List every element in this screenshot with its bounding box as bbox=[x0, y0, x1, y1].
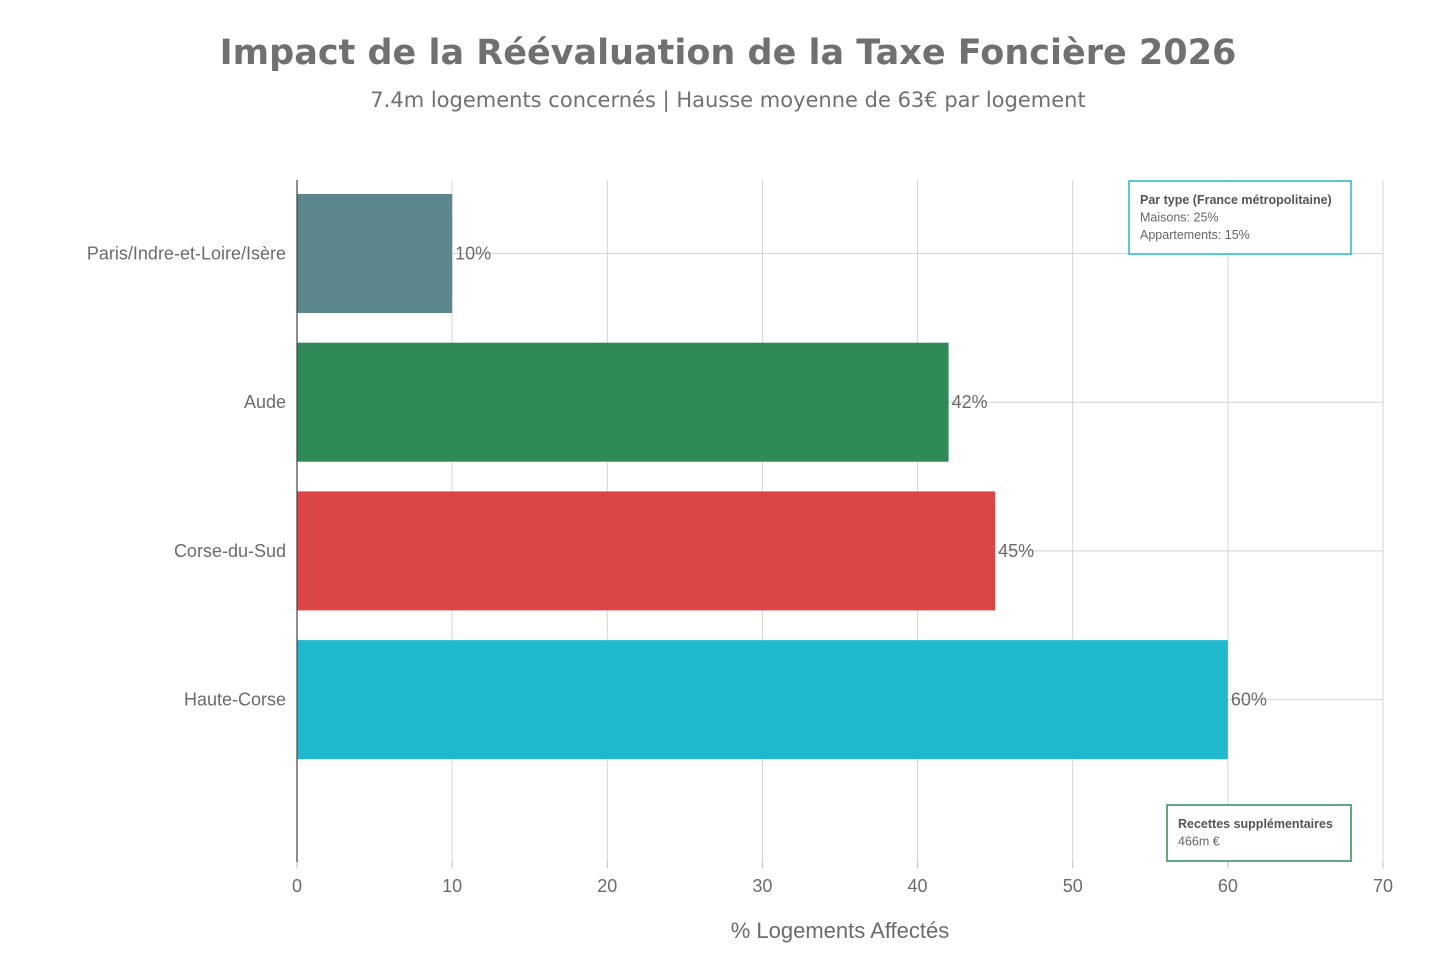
chart-subtitle: 7.4m logements concernés | Hausse moyenn… bbox=[370, 88, 1085, 113]
x-tick-label: 0 bbox=[292, 876, 302, 896]
annotation-box: Par type (France métropolitaine) Maisons:… bbox=[1128, 180, 1352, 255]
bar bbox=[297, 491, 996, 611]
category-label: Corse-du-Sud bbox=[174, 541, 286, 561]
bar-value-label: 10% bbox=[455, 244, 491, 264]
x-tick-label: 20 bbox=[597, 876, 617, 896]
bar-value-label: 45% bbox=[998, 541, 1034, 561]
x-tick-label: 70 bbox=[1373, 876, 1393, 896]
x-tick-label: 50 bbox=[1063, 876, 1083, 896]
bar bbox=[297, 342, 949, 462]
annotation-line: 466m € bbox=[1178, 835, 1220, 849]
bar bbox=[297, 194, 453, 313]
bars: Paris/Indre-et-Loire/Isère 10% Aude 42% Cors… bbox=[87, 194, 1267, 760]
chart-title: Impact de la Réévaluation de la Taxe Fon… bbox=[220, 33, 1237, 73]
x-tick-label: 40 bbox=[908, 876, 928, 896]
annotation-title: Recettes supplémentaires bbox=[1178, 817, 1333, 831]
x-axis-ticks: 0 10 20 30 40 50 60 70 bbox=[292, 862, 1393, 896]
x-tick-label: 10 bbox=[442, 876, 462, 896]
x-tick-label: 30 bbox=[752, 876, 772, 896]
x-tick-label: 60 bbox=[1218, 876, 1238, 896]
annotation-border bbox=[1166, 804, 1352, 862]
annotations: Par type (France métropolitaine) Maisons:… bbox=[1128, 180, 1352, 862]
annotation-border bbox=[1128, 180, 1352, 255]
annotation-line: Appartements: 15% bbox=[1140, 228, 1250, 242]
x-axis-title: % Logements Affectés bbox=[731, 918, 950, 943]
category-label: Aude bbox=[244, 392, 286, 412]
category-label: Haute-Corse bbox=[184, 690, 286, 710]
bar-value-label: 60% bbox=[1231, 690, 1267, 710]
bar bbox=[297, 640, 1228, 760]
annotation-title: Par type (France métropolitaine) bbox=[1140, 193, 1332, 207]
annotation-box: Recettes supplémentaires 466m € bbox=[1166, 804, 1352, 862]
annotation-line: Maisons: 25% bbox=[1140, 211, 1219, 225]
category-label: Paris/Indre-et-Loire/Isère bbox=[87, 244, 286, 264]
bar-value-label: 42% bbox=[952, 392, 988, 412]
